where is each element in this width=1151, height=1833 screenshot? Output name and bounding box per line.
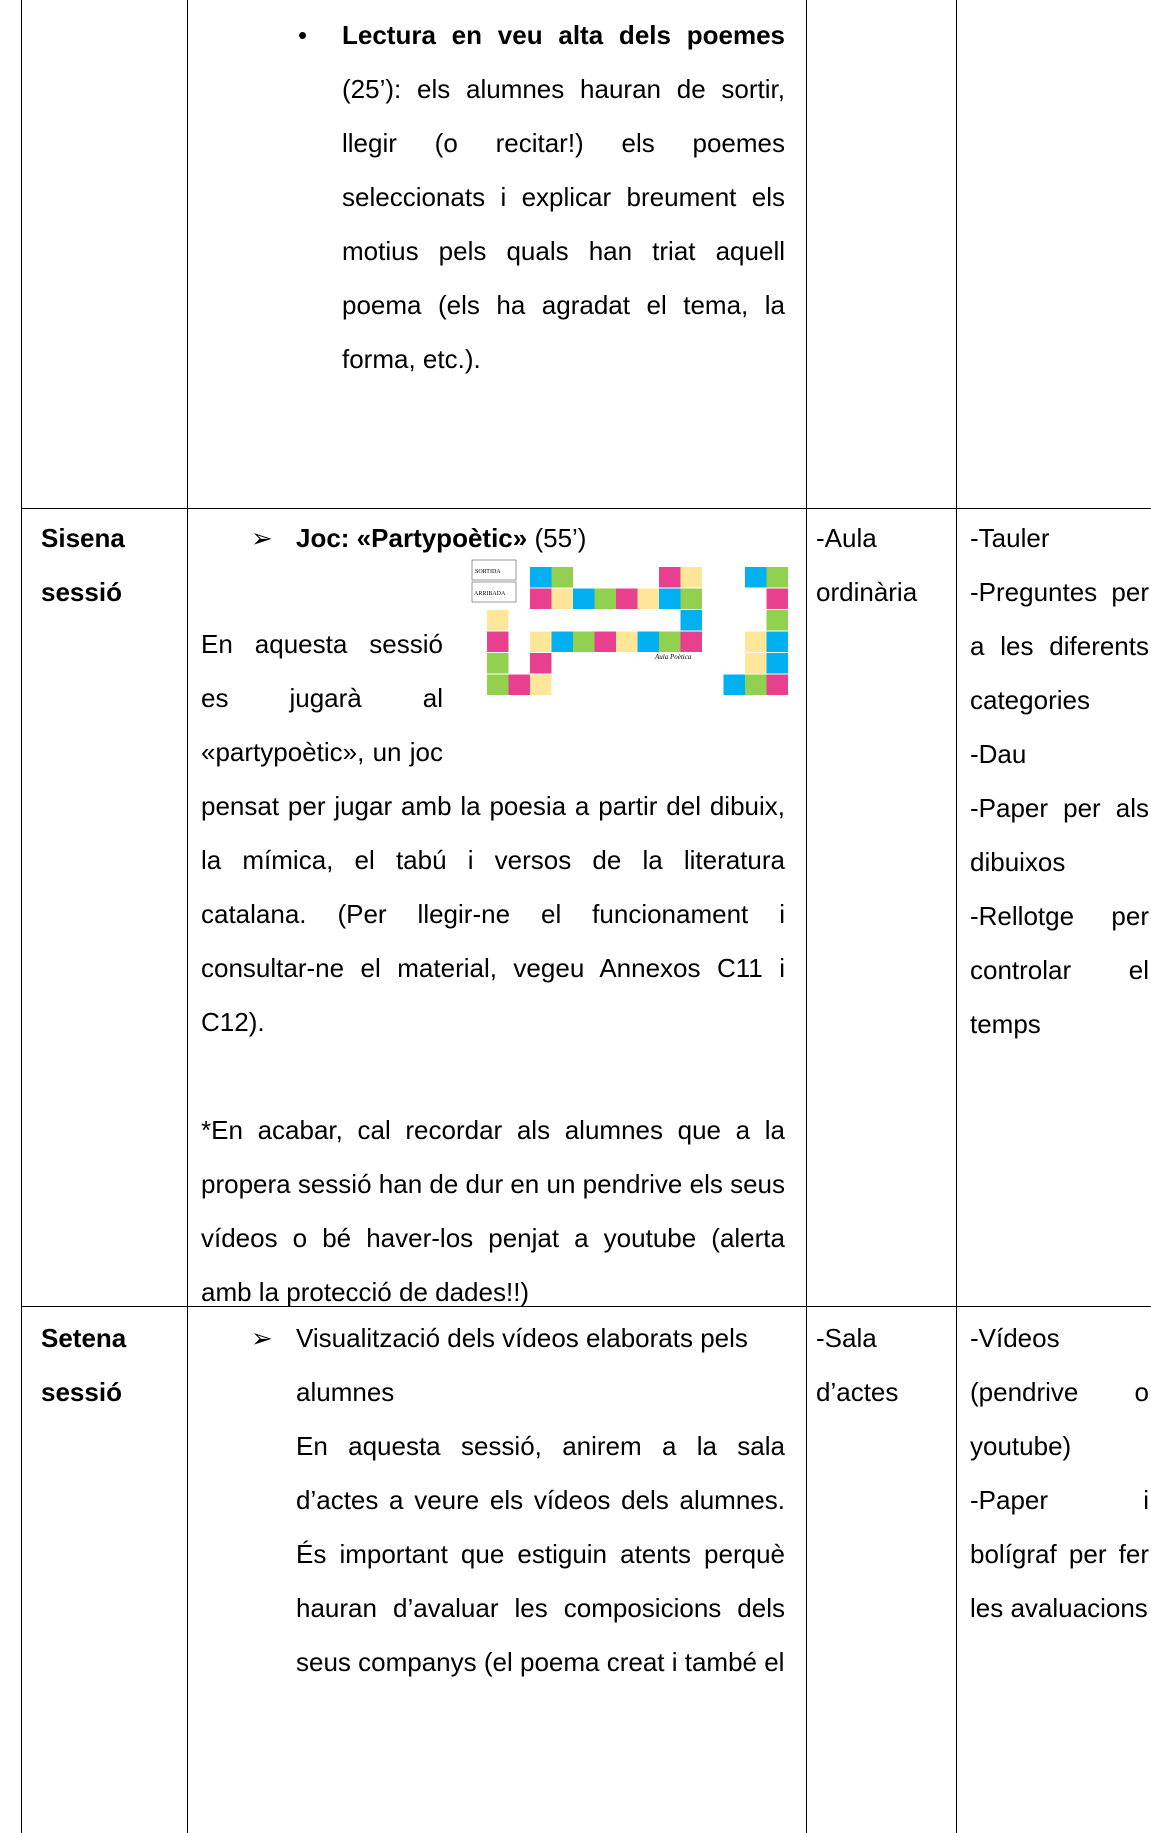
board-square — [766, 674, 788, 695]
session: Setena sessió — [41, 1323, 127, 1407]
activity-title: Visualització dels vídeos elaborats pels… — [296, 1323, 748, 1407]
paragraph: En aquesta sessió, anirem a la sala d’ac… — [296, 1431, 785, 1677]
board-square — [680, 631, 702, 652]
activity-text: (25’): els alumnes hauran de sortir, lle… — [342, 74, 785, 374]
board-square — [551, 567, 573, 588]
activity: Visualització dels vídeos elaborats pels… — [296, 1311, 785, 1689]
board-square — [487, 631, 509, 652]
border — [21, 0, 22, 1833]
material-item: -Tauler — [970, 523, 1050, 553]
board-name: Aula Poètica — [654, 653, 692, 661]
board-square — [680, 567, 702, 588]
border — [187, 0, 188, 1833]
board-square — [723, 674, 745, 695]
board-start: SORTIDA — [475, 569, 501, 575]
board-square — [573, 631, 595, 652]
activity-title: Joc: «Partypoètic» — [296, 523, 528, 553]
board-square — [745, 631, 767, 652]
activity: En aquesta sessió es jugarà al «partypoè… — [201, 617, 785, 1319]
board-square — [530, 653, 552, 674]
session: Sisena sessió — [41, 523, 125, 607]
space: -Aula ordinària — [816, 523, 918, 607]
board-square — [573, 588, 595, 609]
game-board: Aula Poètica SORTIDA ARRIBADA — [471, 559, 793, 701]
board-square — [530, 674, 552, 695]
board-square — [766, 653, 788, 674]
bullet: • — [298, 20, 308, 50]
board-square — [551, 631, 573, 652]
duration: (55’) — [534, 523, 587, 553]
board-square — [508, 674, 530, 695]
board-square — [637, 588, 659, 609]
board-square — [530, 588, 552, 609]
board-square — [594, 588, 616, 609]
material-item: -Dau — [970, 739, 1027, 769]
board-square — [766, 588, 788, 609]
board-square — [745, 674, 767, 695]
material-item: -Vídeos (pendrive o youtube) — [970, 1323, 1149, 1461]
board-square — [637, 631, 659, 652]
board-square — [616, 588, 638, 609]
materials: -Vídeos (pendrive o youtube) -Paper i bol… — [970, 1311, 1149, 1635]
material-item: -Preguntes per a les diferents categorie… — [970, 577, 1149, 715]
board-square — [594, 631, 616, 652]
board-square — [487, 610, 509, 631]
board-square — [680, 610, 702, 631]
arrow-bullet: ➢ — [251, 523, 273, 553]
material-item: -Paper i bolígraf per fer les avaluacion… — [970, 1485, 1149, 1623]
activity-title: Lectura en veu alta dels poemes — [342, 20, 785, 50]
board-square — [766, 610, 788, 631]
border — [21, 508, 1151, 509]
board-square — [745, 567, 767, 588]
board-square — [659, 588, 681, 609]
material-item: -Rellotge per controlar el temps — [970, 901, 1149, 1039]
arrow-bullet: ➢ — [251, 1323, 273, 1353]
material-item: -Paper per als dibuixos — [970, 793, 1149, 877]
border — [806, 0, 807, 1833]
board-square — [487, 674, 509, 695]
border — [956, 0, 957, 1833]
border — [21, 1306, 1151, 1307]
board-square — [680, 588, 702, 609]
board-square — [551, 588, 573, 609]
activity: Lectura en veu alta dels poemes (25’): e… — [342, 8, 785, 386]
board-square — [659, 631, 681, 652]
board-square — [766, 567, 788, 588]
space: -Sala d’actes — [816, 1323, 899, 1407]
board-square — [659, 567, 681, 588]
activity-heading: Joc: «Partypoètic» (55’) — [296, 511, 785, 565]
board-square — [530, 631, 552, 652]
materials: -Tauler -Preguntes per a les diferents ca… — [970, 511, 1149, 1051]
paragraph: En aquesta sessió es jugarà al «partypoè… — [201, 629, 785, 1037]
board-square — [745, 653, 767, 674]
board-square — [530, 567, 552, 588]
board-square — [766, 631, 788, 652]
board-finish: ARRIBADA — [474, 591, 506, 597]
board-square — [616, 631, 638, 652]
paragraph: *En acabar, cal recordar als alumnes que… — [201, 1115, 785, 1307]
board-square — [487, 653, 509, 674]
